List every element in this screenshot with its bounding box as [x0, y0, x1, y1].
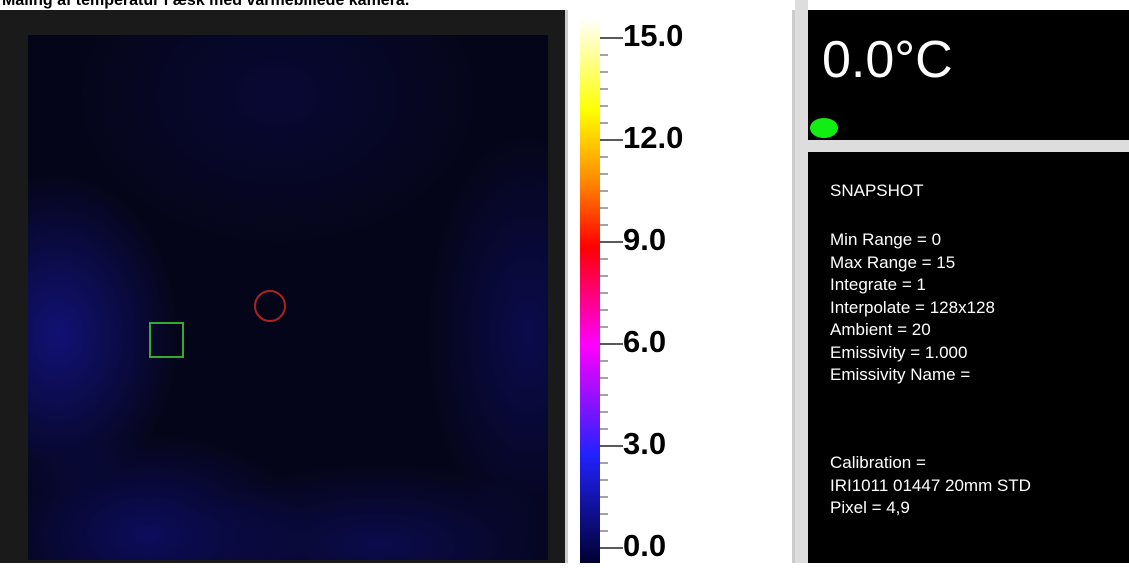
- tick-label: 6.0: [623, 324, 666, 359]
- title: Måling af temperatur i æsk med varmebill…: [2, 0, 409, 10]
- status-indicator: [810, 118, 838, 138]
- temperature-readout: 0.0°C: [822, 30, 953, 90]
- tick-label: 9.0: [623, 222, 666, 257]
- tick-label: 0.0: [623, 528, 666, 563]
- info-line: Ambient = 20: [830, 319, 931, 341]
- info-line: Emissivity = 1.000: [830, 342, 967, 364]
- roi-circle[interactable]: [255, 291, 285, 321]
- info-line: Interpolate = 128x128: [830, 297, 995, 319]
- color-scale: 0.0 3.0 6.0 9.0 12.0 15.0: [568, 10, 792, 563]
- separator: [808, 140, 1129, 152]
- info-line: Max Range = 15: [830, 252, 955, 274]
- info-line: Min Range = 0: [830, 229, 941, 251]
- info-line: Integrate = 1: [830, 274, 926, 296]
- color-bar: [580, 18, 600, 563]
- info-line: Calibration =: [830, 452, 926, 474]
- separator: [795, 0, 808, 563]
- info-line: IRI1011 01447 20mm STD: [830, 475, 1031, 497]
- roi-square[interactable]: [150, 323, 183, 357]
- readout-panel: 0.0°C: [808, 10, 1129, 140]
- tick-label: 12.0: [623, 120, 683, 155]
- image-panel: [0, 10, 565, 563]
- info-heading: SNAPSHOT: [830, 180, 924, 202]
- info-line: Pixel = 4,9: [830, 497, 910, 519]
- scale-panel: 0.0 3.0 6.0 9.0 12.0 15.0: [565, 10, 795, 563]
- tick-label: 15.0: [623, 18, 683, 53]
- app-window: Måling af temperatur i æsk med varmebill…: [0, 0, 1129, 563]
- overlay: [0, 10, 565, 563]
- info-line: Emissivity Name =: [830, 364, 970, 386]
- tick-label: 3.0: [623, 426, 666, 461]
